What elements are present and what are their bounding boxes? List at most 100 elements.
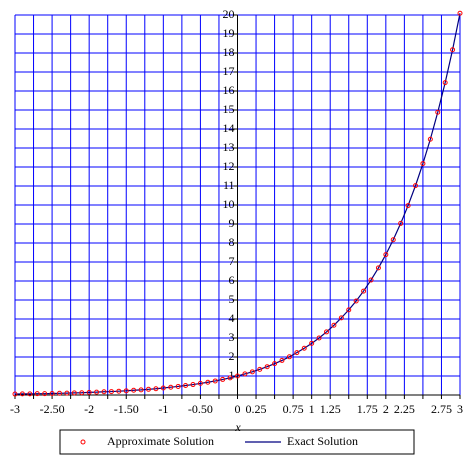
data-point <box>331 322 337 328</box>
legend-label: Approximate Solution <box>107 434 214 448</box>
data-point <box>398 220 404 226</box>
data-point <box>71 390 77 396</box>
data-point <box>457 10 463 16</box>
data-point <box>153 386 159 392</box>
y-tick-label: 7 <box>229 254 235 268</box>
x-tick-label: 1.25 <box>320 402 341 416</box>
x-tick-label: -0.50 <box>188 402 213 416</box>
y-tick-label: 11 <box>223 178 235 192</box>
x-tick-label: -1 <box>158 402 168 416</box>
data-point <box>168 384 174 390</box>
data-point <box>301 345 307 351</box>
y-tick-label: 8 <box>229 235 235 249</box>
data-point <box>94 389 100 395</box>
x-tick-label: 0.25 <box>246 402 267 416</box>
y-tick-label: 13 <box>223 140 235 154</box>
y-tick-label: 18 <box>223 45 235 59</box>
y-tick-label: 16 <box>223 83 235 97</box>
y-tick-label: 5 <box>229 292 235 306</box>
x-tick-label: -2 <box>84 402 94 416</box>
data-point <box>368 277 374 283</box>
data-point <box>235 373 240 379</box>
x-tick-label: 2.25 <box>394 402 415 416</box>
data-point <box>413 183 418 189</box>
x-tick-label: -1.50 <box>114 402 139 416</box>
y-tick-label: 20 <box>223 7 235 21</box>
data-point <box>435 109 441 115</box>
data-point <box>49 390 55 396</box>
data-point <box>272 361 278 367</box>
data-point <box>220 376 226 382</box>
y-tick-label: 10 <box>223 197 235 211</box>
y-tick-label: 3 <box>229 330 235 344</box>
y-tick-label: 14 <box>223 121 235 135</box>
data-point <box>101 389 107 395</box>
data-point <box>175 383 181 389</box>
y-tick-label: 17 <box>223 64 235 78</box>
data-point <box>227 375 233 381</box>
data-point <box>316 335 322 341</box>
data-point <box>12 391 18 397</box>
data-point <box>361 288 367 294</box>
data-point <box>138 387 144 393</box>
legend-marker <box>80 439 86 445</box>
x-tick-label: 0 <box>235 402 241 416</box>
legend-label: Exact Solution <box>287 434 358 448</box>
y-tick-label: 2 <box>229 349 235 363</box>
data-point <box>338 315 344 321</box>
legend-box <box>59 429 415 455</box>
x-tick-label: 2 <box>383 402 389 416</box>
data-point <box>116 388 122 394</box>
data-point <box>383 252 389 258</box>
data-point <box>286 354 292 360</box>
y-tick-label: 19 <box>223 26 235 40</box>
line-series <box>14 13 461 395</box>
data-point <box>264 364 270 370</box>
data-point <box>27 391 33 397</box>
data-point <box>427 136 433 142</box>
data-point <box>197 380 203 386</box>
data-point <box>146 386 151 392</box>
x-tick-label: 2.75 <box>431 402 452 416</box>
data-point <box>19 391 25 397</box>
data-point <box>420 161 426 167</box>
data-point <box>160 385 166 391</box>
y-tick-label: 12 <box>223 159 235 173</box>
data-point <box>42 391 48 397</box>
data-point <box>123 388 129 394</box>
data-point <box>353 298 359 304</box>
data-point <box>212 378 218 384</box>
data-point <box>64 390 70 396</box>
data-point <box>324 329 329 335</box>
x-tick-label: 0.75 <box>283 402 304 416</box>
x-tick-label: 1 <box>309 402 315 416</box>
data-point <box>442 80 448 86</box>
data-point <box>257 366 263 372</box>
data-point <box>86 389 92 395</box>
data-point <box>79 390 85 396</box>
data-point <box>309 340 315 346</box>
data-point <box>279 357 285 363</box>
x-axis-label: x <box>234 420 241 434</box>
y-tick-label: 9 <box>229 216 235 230</box>
data-point <box>450 47 456 53</box>
data-point <box>183 383 189 388</box>
data-point <box>294 350 300 356</box>
x-tick-label: -3 <box>10 402 20 416</box>
data-point <box>108 389 114 395</box>
data-point <box>375 265 381 271</box>
data-point <box>205 379 211 385</box>
data-point <box>34 391 40 397</box>
x-tick-label: 3 <box>457 402 463 416</box>
data-point <box>190 382 196 388</box>
y-tick-label: 1 <box>229 368 235 382</box>
data-point <box>249 369 255 375</box>
x-tick-label: 1.75 <box>357 402 378 416</box>
y-tick-label: 15 <box>223 102 235 116</box>
data-point <box>242 371 248 377</box>
data-point <box>405 203 411 209</box>
data-point <box>346 307 352 313</box>
y-tick-label: 4 <box>229 311 235 325</box>
data-point <box>390 237 396 243</box>
